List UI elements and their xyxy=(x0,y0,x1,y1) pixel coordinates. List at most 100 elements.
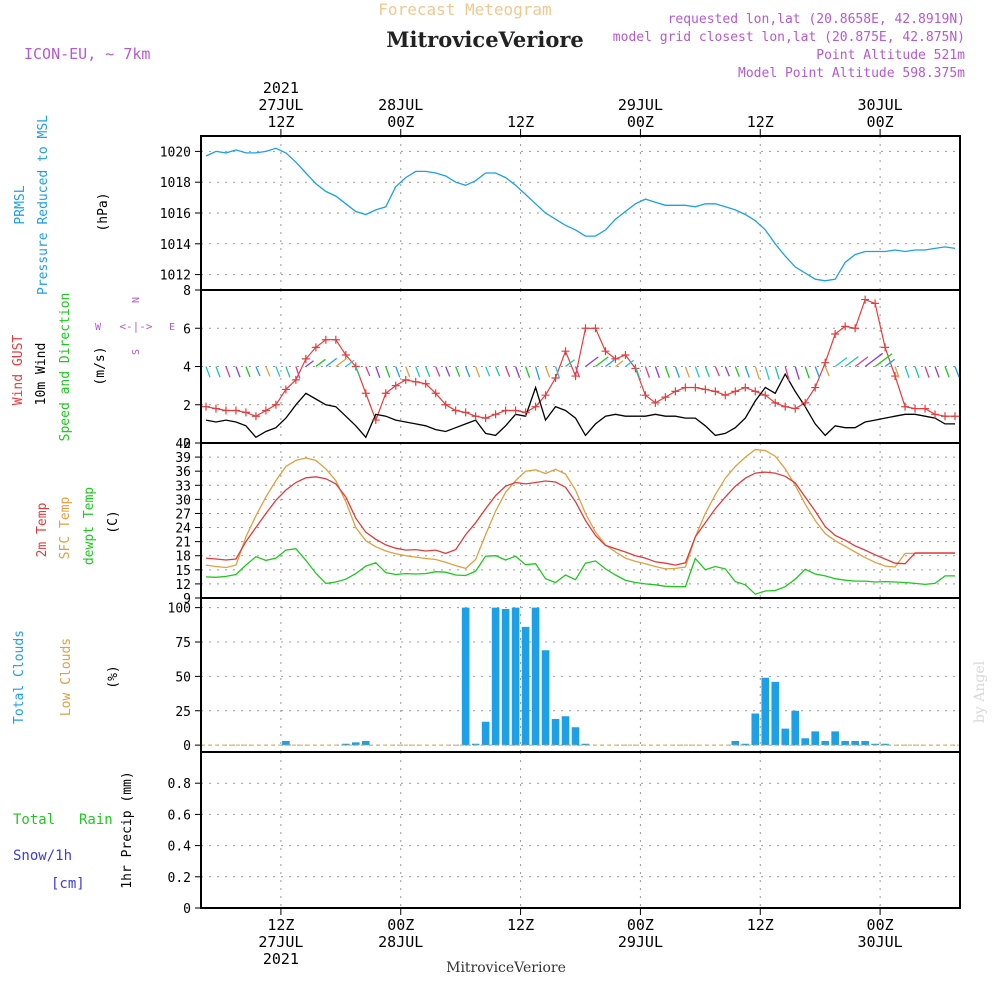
model-point-altitude: Model Point Altitude 598.375m xyxy=(738,66,965,81)
gust-point xyxy=(771,398,780,407)
cloud-bar xyxy=(551,719,560,746)
x-tick-label-top: 12Z xyxy=(507,113,534,131)
gust-point xyxy=(541,391,550,400)
gust-point xyxy=(361,389,370,398)
gust-point xyxy=(641,391,650,400)
gust-point xyxy=(561,347,570,356)
gust-point xyxy=(941,412,950,421)
cloud-bar xyxy=(581,743,590,746)
wind-direction-arrow xyxy=(495,366,501,377)
gust-point xyxy=(281,385,290,394)
wind-direction-arrow xyxy=(834,357,848,368)
gust-point xyxy=(451,406,460,415)
y-tick-label: 50 xyxy=(175,670,191,685)
y-tick-label: 1014 xyxy=(160,238,191,253)
gust-point xyxy=(901,402,910,411)
gust-point xyxy=(351,362,360,371)
pressure-line xyxy=(205,147,956,282)
wind-unit-label: (m/s) xyxy=(93,346,108,385)
cloud-bar xyxy=(871,743,879,746)
y-tick-label: 27 xyxy=(175,507,191,522)
gust-point xyxy=(401,375,410,384)
gust-point xyxy=(511,406,520,415)
wind-direction-arrow xyxy=(405,366,411,378)
y-tick-label: 0 xyxy=(183,437,191,452)
cloud-bar xyxy=(521,626,530,746)
cloud-bar xyxy=(851,741,859,746)
x-tick-label-top: 00Z xyxy=(627,113,654,131)
gust-point xyxy=(271,400,280,409)
gust-point xyxy=(221,406,230,415)
x-tick-label-bottom: 00Z xyxy=(387,916,414,934)
x-tick-label-bottom: 30JUL xyxy=(858,933,903,951)
wind-direction-arrow xyxy=(355,366,361,378)
wind-direction-arrow xyxy=(544,366,551,378)
dewpt-line xyxy=(205,548,955,595)
x-tick-label-top: 28JUL xyxy=(378,96,423,114)
gust-point xyxy=(591,324,600,333)
wind-direction-arrow xyxy=(435,366,441,377)
y-tick-label: 4 xyxy=(183,361,191,376)
wind-direction-arrow xyxy=(205,366,211,378)
x-tick-label-top: 12Z xyxy=(747,113,774,131)
model-label: ICON-EU, ~ 7km xyxy=(24,45,150,63)
gust-point xyxy=(841,322,850,331)
gust-point xyxy=(331,335,340,344)
gust-point xyxy=(891,372,900,381)
cloud-bar xyxy=(361,741,370,746)
gust-point xyxy=(411,377,420,386)
wind-10m-label: 10m Wind xyxy=(34,343,49,406)
grid-layer xyxy=(201,136,960,909)
cloud-bar xyxy=(342,743,350,746)
total-clouds-label: Total Clouds xyxy=(12,630,27,724)
x-tick-label-bottom: 29JUL xyxy=(618,933,663,951)
cloud-bar xyxy=(571,727,580,746)
x-tick-label-bottom: 00Z xyxy=(867,916,894,934)
gust-point xyxy=(601,347,610,356)
y-tick-label: 15 xyxy=(175,564,191,579)
wind-direction-arrow xyxy=(944,366,950,378)
wind-direction-arrow xyxy=(295,366,301,379)
y-tick-label: 75 xyxy=(175,636,191,651)
y-tick-label: 2 xyxy=(183,399,191,414)
wind-direction-arrow xyxy=(375,366,381,378)
cloud-bar xyxy=(741,743,750,746)
y-tick-label: 6 xyxy=(183,322,191,337)
gust-point xyxy=(811,383,820,392)
footer-location: MitroviceVeriore xyxy=(446,960,566,976)
gust-point xyxy=(371,416,380,425)
wind-direction-arrow xyxy=(874,353,893,368)
wind-direction-arrow xyxy=(345,359,355,368)
y-tick-label: 36 xyxy=(175,465,191,480)
wind-direction-arrow xyxy=(644,366,651,378)
wind-direction-arrow xyxy=(784,366,790,382)
precip-snow-label: Snow/1h xyxy=(13,848,72,864)
wind-direction-arrow xyxy=(615,360,624,368)
compass-row: <-|-> xyxy=(119,320,152,333)
x-tick-label-top: 29JUL xyxy=(618,96,663,114)
wind-direction-arrow xyxy=(744,366,750,378)
frame-layer xyxy=(200,135,961,909)
compass-s: S xyxy=(131,349,142,355)
requested-coords: requested lon,lat (20.8658E, 42.8919N) xyxy=(668,12,965,27)
cloud-bar xyxy=(821,741,829,746)
cloud-bar xyxy=(751,713,760,746)
gust-point xyxy=(651,398,660,407)
gust-point xyxy=(831,329,840,338)
x-tick-label-top: 00Z xyxy=(387,113,414,131)
x-tick-label-bottom: 12Z xyxy=(267,916,294,934)
gust-point xyxy=(431,389,440,398)
y-tick-label: 100 xyxy=(168,602,191,617)
wind-direction-arrow xyxy=(465,366,471,378)
temp-unit-label: (C) xyxy=(106,510,121,533)
sfc-temp-label: SFC Temp xyxy=(58,497,73,560)
gust-line xyxy=(205,298,955,422)
wind-direction-arrow xyxy=(714,366,720,377)
gust-point xyxy=(461,408,470,417)
compass-w: W xyxy=(95,322,102,333)
wind-direction-arrow xyxy=(275,366,281,377)
wind-direction-arrow xyxy=(894,366,900,378)
gust-point xyxy=(231,406,240,415)
gust-point xyxy=(671,387,680,396)
